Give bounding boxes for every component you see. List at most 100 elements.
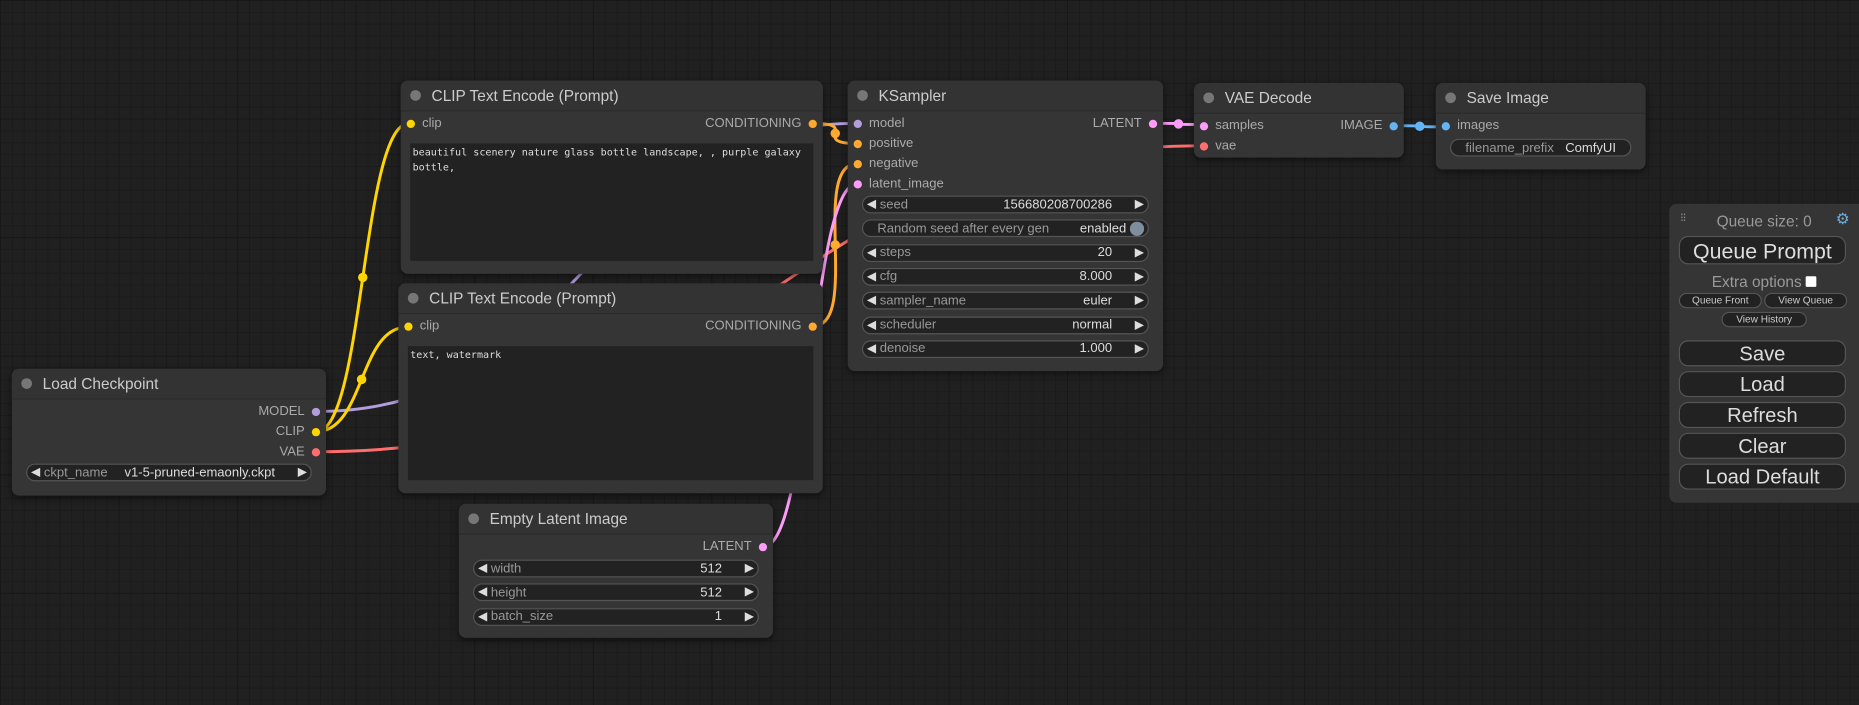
- output-slot-image[interactable]: IMAGE: [1340, 117, 1398, 134]
- input-slot-positive[interactable]: positive: [853, 135, 913, 152]
- decrement-arrow-icon[interactable]: ◀: [866, 270, 876, 284]
- link-midpoint-icon[interactable]: [1415, 121, 1425, 132]
- widget-denoise[interactable]: ◀ denoise 1.000 ▶: [861, 340, 1149, 358]
- decrement-arrow-icon[interactable]: ◀: [477, 586, 488, 600]
- slot-dot-icon[interactable]: [853, 119, 862, 128]
- input-slot-negative[interactable]: negative: [853, 155, 918, 172]
- output-slot-latent[interactable]: LATENT: [703, 538, 768, 555]
- slot-dot-icon[interactable]: [758, 542, 768, 551]
- output-slot-conditioning[interactable]: CONDITIONING: [705, 115, 817, 132]
- link-midpoint-icon[interactable]: [358, 272, 368, 283]
- decrement-arrow-icon[interactable]: ◀: [477, 561, 488, 576]
- decrement-arrow-icon[interactable]: ◀: [866, 246, 876, 260]
- node-load-checkpoint[interactable]: Load Checkpoint MODEL CLIP VAE ◀ ckpt_name v1-…: [11, 368, 327, 496]
- output-slot-model[interactable]: MODEL: [258, 403, 321, 420]
- node-clip-neg[interactable]: CLIP Text Encode (Prompt) clip CONDITIONIN…: [398, 283, 823, 494]
- input-slot-clip[interactable]: clip: [406, 115, 442, 132]
- decrement-arrow-icon[interactable]: ◀: [866, 294, 876, 308]
- slot-dot-icon[interactable]: [311, 427, 321, 436]
- increment-arrow-icon[interactable]: ▶: [1134, 197, 1144, 212]
- widget-seed[interactable]: ◀ seed 156680208700286 ▶: [861, 195, 1149, 214]
- node-clip-pos[interactable]: CLIP Text Encode (Prompt) clip CONDITIONIN…: [400, 80, 823, 274]
- node-title-bar[interactable]: CLIP Text Encode (Prompt): [398, 283, 823, 315]
- node-title-bar[interactable]: Empty Latent Image: [458, 503, 774, 535]
- slot-dot-icon[interactable]: [1148, 119, 1158, 128]
- toggle-knob-icon[interactable]: [1129, 221, 1145, 236]
- increment-arrow-icon[interactable]: ▶: [1134, 246, 1144, 260]
- slot-dot-icon[interactable]: [1441, 121, 1450, 130]
- refresh-button[interactable]: Refresh: [1678, 401, 1846, 429]
- slot-dot-icon[interactable]: [853, 139, 862, 148]
- slot-dot-icon[interactable]: [404, 321, 413, 331]
- node-title-bar[interactable]: CLIP Text Encode (Prompt): [400, 80, 823, 112]
- view-queue-button[interactable]: View Queue: [1764, 292, 1848, 309]
- node-ksampler[interactable]: KSampler model positive negative latent_imag…: [847, 80, 1164, 372]
- extra-options-checkbox[interactable]: [1805, 276, 1817, 287]
- link-midpoint-icon[interactable]: [1173, 119, 1184, 129]
- clear-button[interactable]: Clear: [1678, 432, 1846, 459]
- node-empty-latent[interactable]: Empty Latent Image LATENT ◀ width 512 ▶ ◀ heigh…: [458, 503, 774, 638]
- slot-dot-icon[interactable]: [1199, 121, 1209, 130]
- decrement-arrow-icon[interactable]: ◀: [866, 197, 876, 212]
- increment-arrow-icon[interactable]: ▶: [1134, 270, 1144, 284]
- slot-dot-icon[interactable]: [1389, 121, 1398, 130]
- node-title-bar[interactable]: KSampler: [847, 80, 1164, 112]
- widget-random-seed-after-every-gen[interactable]: Random seed after every gen enabled: [861, 219, 1149, 238]
- output-slot-latent[interactable]: LATENT: [1093, 115, 1158, 132]
- decrement-arrow-icon[interactable]: ◀: [866, 318, 876, 332]
- decrement-arrow-icon[interactable]: ◀: [30, 465, 41, 479]
- node-title-bar[interactable]: Load Checkpoint: [11, 368, 327, 400]
- increment-arrow-icon[interactable]: ▶: [1134, 342, 1144, 356]
- node-title-bar[interactable]: VAE Decode: [1193, 82, 1404, 114]
- input-slot-samples[interactable]: samples: [1199, 117, 1264, 134]
- decrement-arrow-icon[interactable]: ◀: [477, 610, 488, 624]
- load-button[interactable]: Load: [1678, 371, 1846, 398]
- widget-width[interactable]: ◀ width 512 ▶: [473, 559, 759, 578]
- link-midpoint-icon[interactable]: [830, 240, 840, 250]
- prompt-textarea[interactable]: text, watermark: [407, 346, 814, 481]
- collapse-dot-icon[interactable]: [1203, 92, 1215, 104]
- collapse-dot-icon[interactable]: [1445, 92, 1456, 104]
- slot-dot-icon[interactable]: [311, 447, 321, 456]
- node-save-image[interactable]: Save Image images filename_prefix ComfyUI: [1435, 82, 1646, 170]
- collapse-dot-icon[interactable]: [857, 90, 868, 101]
- input-slot-images[interactable]: images: [1441, 117, 1499, 134]
- increment-arrow-icon[interactable]: ▶: [297, 465, 307, 479]
- widget-batch_size[interactable]: ◀ batch_size 1 ▶: [473, 607, 759, 626]
- prompt-textarea[interactable]: beautiful scenery nature glass bottle la…: [410, 143, 814, 261]
- increment-arrow-icon[interactable]: ▶: [744, 610, 754, 624]
- decrement-arrow-icon[interactable]: ◀: [866, 342, 876, 356]
- output-slot-clip[interactable]: CLIP: [276, 423, 321, 440]
- link-midpoint-icon[interactable]: [356, 374, 367, 385]
- collapse-dot-icon[interactable]: [468, 513, 479, 525]
- output-slot-vae[interactable]: VAE: [280, 443, 321, 460]
- widget-ckpt_name[interactable]: ◀ ckpt_name v1-5-pruned-emaonly.ckpt ▶: [26, 463, 312, 482]
- input-slot-model[interactable]: model: [853, 115, 905, 132]
- slot-dot-icon[interactable]: [311, 407, 321, 416]
- slot-dot-icon[interactable]: [1199, 141, 1209, 150]
- slot-dot-icon[interactable]: [406, 119, 415, 128]
- increment-arrow-icon[interactable]: ▶: [744, 561, 754, 576]
- widget-steps[interactable]: ◀ steps 20 ▶: [861, 243, 1149, 262]
- widget-height[interactable]: ◀ height 512 ▶: [473, 583, 759, 602]
- slot-dot-icon[interactable]: [808, 119, 817, 128]
- slot-dot-icon[interactable]: [808, 321, 817, 331]
- collapse-dot-icon[interactable]: [410, 90, 421, 101]
- collapse-dot-icon[interactable]: [407, 292, 419, 304]
- increment-arrow-icon[interactable]: ▶: [1134, 318, 1144, 332]
- queue-front-button[interactable]: Queue Front: [1678, 292, 1762, 309]
- node-title-bar[interactable]: Save Image: [1435, 82, 1646, 114]
- widget-sampler_name[interactable]: ◀ sampler_name euler ▶: [861, 291, 1149, 310]
- drag-handle-icon[interactable]: ⁝⁝: [1679, 212, 1686, 226]
- slot-dot-icon[interactable]: [853, 159, 862, 168]
- collapse-dot-icon[interactable]: [21, 378, 33, 389]
- save-button[interactable]: Save: [1678, 340, 1846, 367]
- widget-cfg[interactable]: ◀ cfg 8.000 ▶: [861, 267, 1149, 286]
- queue-prompt-button[interactable]: Queue Prompt: [1678, 235, 1846, 265]
- widget-filename_prefix[interactable]: filename_prefix ComfyUI: [1449, 138, 1632, 157]
- view-history-button[interactable]: View History: [1721, 311, 1807, 328]
- output-slot-conditioning[interactable]: CONDITIONING: [705, 318, 817, 335]
- gear-icon[interactable]: ⚙: [1835, 209, 1850, 228]
- node-vae-decode[interactable]: VAE Decode samples vae IMAGE: [1193, 82, 1404, 158]
